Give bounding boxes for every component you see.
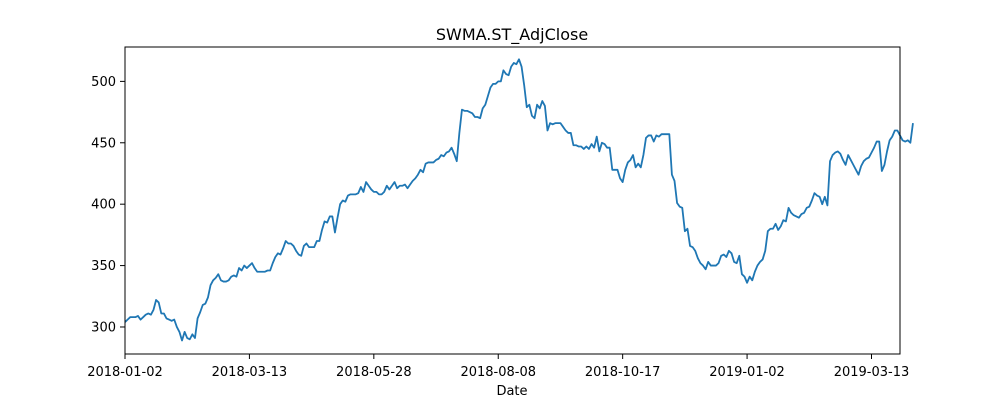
y-tick-label: 350 (91, 259, 116, 274)
y-tick-label: 500 (91, 75, 116, 90)
x-tick-label: 2019-01-02 (709, 365, 785, 380)
chart-title: SWMA.ST_AdjClose (436, 25, 588, 45)
x-tick-label: 2019-03-13 (834, 365, 910, 380)
x-tick-label: 2018-03-13 (212, 365, 288, 380)
x-tick-label: 2018-01-02 (87, 365, 163, 380)
y-tick-label: 300 (91, 320, 116, 335)
plot-area (124, 46, 914, 355)
x-axis-label: Date (496, 384, 527, 399)
x-tick-label: 2018-08-08 (460, 365, 536, 380)
x-tick-label: 2018-10-17 (585, 365, 661, 380)
plot-frame (124, 46, 901, 355)
y-tick-label: 400 (91, 198, 116, 213)
y-axis: 300 350 400 450 500 (91, 75, 125, 335)
x-axis: 2018-01-02 2018-03-13 2018-05-28 2018-08-08… (87, 354, 909, 380)
y-tick-label: 450 (91, 136, 116, 151)
series-line (124, 58, 914, 342)
x-tick-label: 2018-05-28 (336, 365, 412, 380)
